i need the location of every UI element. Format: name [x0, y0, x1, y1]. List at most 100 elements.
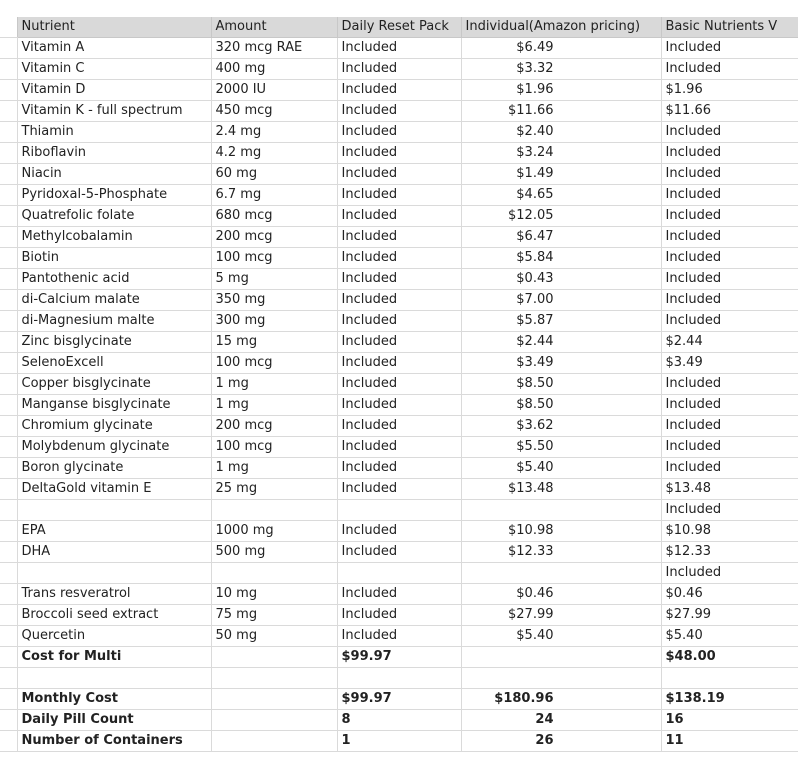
cell-amount[interactable]: 15 mg: [211, 331, 338, 353]
cell-daily-reset-pack[interactable]: Included: [337, 226, 462, 248]
cell-amount[interactable]: [211, 499, 338, 521]
cell-nutrient[interactable]: Molybdenum glycinate: [17, 436, 212, 458]
cell-amount[interactable]: 1 mg: [211, 394, 338, 416]
cell-individual-price[interactable]: $5.50: [461, 436, 662, 458]
cell-basic-nutrients[interactable]: 16: [661, 709, 798, 731]
cell-individual-price[interactable]: $5.40: [461, 625, 662, 647]
cell-amount[interactable]: 200 mcg: [211, 226, 338, 248]
cell-individual-price[interactable]: $11.66: [461, 100, 662, 122]
cell-nutrient[interactable]: Biotin: [17, 247, 212, 269]
cell-amount[interactable]: 100 mcg: [211, 436, 338, 458]
cell-individual-price[interactable]: $4.65: [461, 184, 662, 206]
cell-amount[interactable]: [211, 646, 338, 668]
cell-individual-price[interactable]: $2.44: [461, 331, 662, 353]
cell-nutrient[interactable]: [17, 667, 212, 689]
cell-amount[interactable]: 400 mg: [211, 58, 338, 80]
cell-individual-price[interactable]: $8.50: [461, 373, 662, 395]
cell-amount[interactable]: 1000 mg: [211, 520, 338, 542]
cell-daily-reset-pack[interactable]: Included: [337, 331, 462, 353]
cell-basic-nutrients[interactable]: Included: [661, 457, 798, 479]
cell-nutrient[interactable]: Quatrefolic folate: [17, 205, 212, 227]
cell-individual-price[interactable]: $6.49: [461, 37, 662, 59]
cell-nutrient[interactable]: di-Magnesium malte: [17, 310, 212, 332]
cell-basic-nutrients[interactable]: Included: [661, 310, 798, 332]
cell-basic-nutrients[interactable]: $1.96: [661, 79, 798, 101]
cell-nutrient[interactable]: Trans resveratrol: [17, 583, 212, 605]
cell-nutrient[interactable]: Boron glycinate: [17, 457, 212, 479]
cell-individual-price[interactable]: [461, 667, 662, 689]
cell-amount[interactable]: 6.7 mg: [211, 184, 338, 206]
cell-daily-reset-pack[interactable]: [337, 499, 462, 521]
cell-daily-reset-pack[interactable]: $99.97: [337, 646, 462, 668]
cell-nutrient[interactable]: [17, 562, 212, 584]
cell-nutrient[interactable]: Manganse bisglycinate: [17, 394, 212, 416]
cell-individual-price[interactable]: $5.84: [461, 247, 662, 269]
header-amount[interactable]: Amount: [211, 17, 338, 38]
cell-basic-nutrients[interactable]: Included: [661, 58, 798, 80]
cell-individual-price[interactable]: [461, 562, 662, 584]
cell-nutrient[interactable]: [17, 499, 212, 521]
cell-amount[interactable]: 300 mg: [211, 310, 338, 332]
cell-daily-reset-pack[interactable]: [337, 667, 462, 689]
cell-amount[interactable]: 1 mg: [211, 373, 338, 395]
cell-daily-reset-pack[interactable]: Included: [337, 184, 462, 206]
cell-basic-nutrients[interactable]: $48.00: [661, 646, 798, 668]
cell-amount[interactable]: 75 mg: [211, 604, 338, 626]
cell-amount[interactable]: 100 mcg: [211, 352, 338, 374]
cell-basic-nutrients[interactable]: Included: [661, 226, 798, 248]
cell-individual-price[interactable]: $1.96: [461, 79, 662, 101]
cell-daily-reset-pack[interactable]: 1: [337, 730, 462, 752]
cell-basic-nutrients[interactable]: $13.48: [661, 478, 798, 500]
cell-nutrient[interactable]: DHA: [17, 541, 212, 563]
cell-nutrient[interactable]: DeltaGold vitamin E: [17, 478, 212, 500]
cell-individual-price[interactable]: $27.99: [461, 604, 662, 626]
cell-nutrient[interactable]: Pantothenic acid: [17, 268, 212, 290]
cell-individual-price[interactable]: $6.47: [461, 226, 662, 248]
cell-amount[interactable]: 25 mg: [211, 478, 338, 500]
cell-nutrient[interactable]: Pyridoxal-5-Phosphate: [17, 184, 212, 206]
cell-basic-nutrients[interactable]: $138.19: [661, 688, 798, 710]
cell-daily-reset-pack[interactable]: Included: [337, 37, 462, 59]
cell-nutrient[interactable]: di-Calcium malate: [17, 289, 212, 311]
cell-individual-price[interactable]: $12.33: [461, 541, 662, 563]
cell-basic-nutrients[interactable]: Included: [661, 142, 798, 164]
cell-individual-price[interactable]: 26: [461, 730, 662, 752]
cell-daily-reset-pack[interactable]: Included: [337, 394, 462, 416]
cell-daily-reset-pack[interactable]: Included: [337, 625, 462, 647]
cell-amount[interactable]: 200 mcg: [211, 415, 338, 437]
cell-individual-price[interactable]: $12.05: [461, 205, 662, 227]
cell-individual-price[interactable]: $5.40: [461, 457, 662, 479]
cell-daily-reset-pack[interactable]: Included: [337, 247, 462, 269]
cell-daily-reset-pack[interactable]: Included: [337, 268, 462, 290]
cell-basic-nutrients[interactable]: Included: [661, 268, 798, 290]
cell-daily-reset-pack[interactable]: Included: [337, 121, 462, 143]
cell-individual-price[interactable]: [461, 499, 662, 521]
cell-amount[interactable]: 5 mg: [211, 268, 338, 290]
cell-amount[interactable]: 450 mcg: [211, 100, 338, 122]
cell-individual-price[interactable]: $0.46: [461, 583, 662, 605]
cell-basic-nutrients[interactable]: Included: [661, 373, 798, 395]
cell-nutrient[interactable]: Vitamin D: [17, 79, 212, 101]
cell-daily-reset-pack[interactable]: Included: [337, 79, 462, 101]
cell-nutrient[interactable]: EPA: [17, 520, 212, 542]
cell-nutrient[interactable]: Daily Pill Count: [17, 709, 212, 731]
cell-basic-nutrients[interactable]: $10.98: [661, 520, 798, 542]
cell-basic-nutrients[interactable]: Included: [661, 436, 798, 458]
cell-daily-reset-pack[interactable]: Included: [337, 478, 462, 500]
cell-daily-reset-pack[interactable]: Included: [337, 142, 462, 164]
cell-amount[interactable]: 60 mg: [211, 163, 338, 185]
cell-amount[interactable]: 1 mg: [211, 457, 338, 479]
header-daily-reset-pack[interactable]: Daily Reset Pack: [337, 17, 462, 38]
cell-amount[interactable]: 500 mg: [211, 541, 338, 563]
cell-daily-reset-pack[interactable]: Included: [337, 415, 462, 437]
cell-daily-reset-pack[interactable]: Included: [337, 604, 462, 626]
cell-individual-price[interactable]: $3.62: [461, 415, 662, 437]
cell-amount[interactable]: 100 mcg: [211, 247, 338, 269]
cell-amount[interactable]: 350 mg: [211, 289, 338, 311]
cell-nutrient[interactable]: Monthly Cost: [17, 688, 212, 710]
cell-basic-nutrients[interactable]: Included: [661, 163, 798, 185]
cell-individual-price[interactable]: $2.40: [461, 121, 662, 143]
cell-nutrient[interactable]: Vitamin A: [17, 37, 212, 59]
cell-daily-reset-pack[interactable]: [337, 562, 462, 584]
cell-nutrient[interactable]: Zinc bisglycinate: [17, 331, 212, 353]
